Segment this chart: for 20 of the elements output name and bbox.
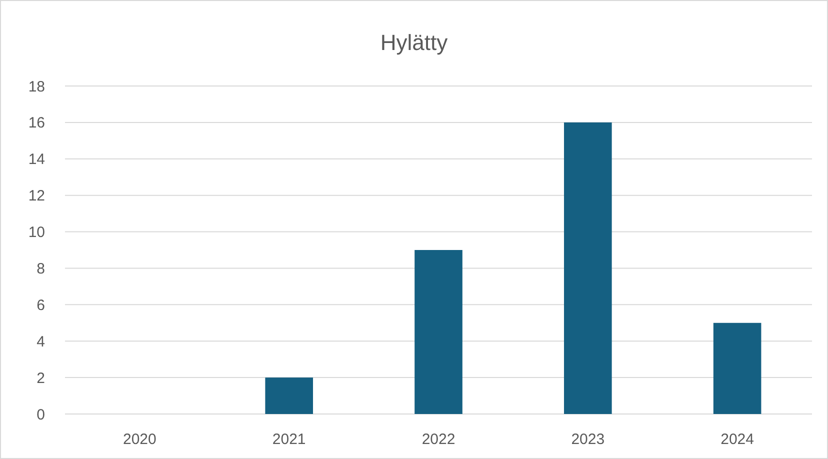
x-tick-label: 2023	[571, 431, 605, 448]
bar	[265, 378, 314, 414]
y-tick-label: 18	[28, 78, 45, 96]
y-tick-label: 0	[36, 406, 45, 424]
y-tick-label: 6	[36, 296, 45, 314]
y-tick-label: 10	[28, 224, 45, 242]
x-tick-label: 2022	[422, 431, 456, 448]
y-tick-label: 14	[28, 151, 45, 168]
y-tick-label: 16	[28, 114, 45, 132]
bar	[414, 250, 462, 414]
x-tick-label: 2020	[123, 431, 156, 448]
x-tick-label: 2021	[272, 431, 306, 448]
bar	[564, 122, 612, 414]
y-tick-label: 4	[36, 333, 45, 350]
x-tick-label: 2024	[720, 431, 754, 448]
chart-title: Hylätty	[380, 30, 448, 55]
bar	[713, 322, 762, 414]
y-tick-label: 2	[36, 370, 45, 387]
y-tick-label: 12	[28, 188, 45, 205]
y-tick-label: 8	[36, 260, 45, 278]
